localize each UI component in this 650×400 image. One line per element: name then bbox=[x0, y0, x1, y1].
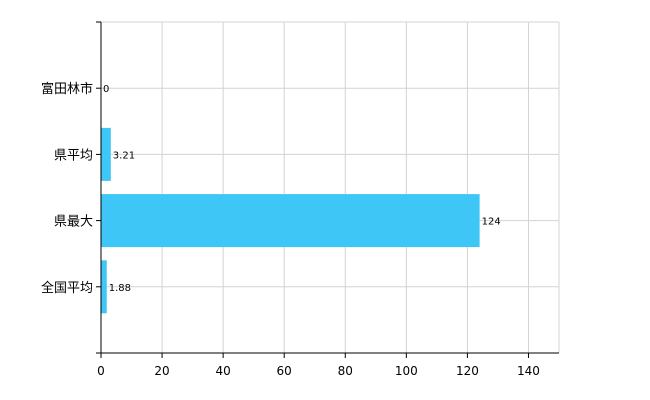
category-label: 全国平均 bbox=[41, 280, 93, 296]
data-label: 3.21 bbox=[113, 150, 135, 161]
bar bbox=[101, 260, 107, 314]
bar bbox=[101, 127, 111, 181]
bars bbox=[101, 127, 480, 314]
x-tick-label: 100 bbox=[395, 364, 418, 378]
bar bbox=[101, 194, 480, 248]
data-label: 124 bbox=[482, 217, 501, 228]
x-tick-label: 60 bbox=[277, 364, 292, 378]
category-label: 県平均 bbox=[54, 148, 93, 163]
data-label: 1.88 bbox=[109, 283, 131, 294]
category-label: 富田林市 bbox=[41, 81, 93, 97]
grid-lines bbox=[100, 21, 560, 353]
x-tick-label: 80 bbox=[338, 364, 353, 378]
x-tick-label: 0 bbox=[97, 364, 105, 378]
x-tick-label: 120 bbox=[456, 364, 479, 378]
x-tick-label: 140 bbox=[517, 364, 540, 378]
x-tick-label: 40 bbox=[215, 364, 230, 378]
data-label: 0 bbox=[103, 84, 109, 95]
axes bbox=[96, 21, 559, 358]
category-label: 県最大 bbox=[54, 215, 93, 230]
x-tick-label: 20 bbox=[154, 364, 169, 378]
